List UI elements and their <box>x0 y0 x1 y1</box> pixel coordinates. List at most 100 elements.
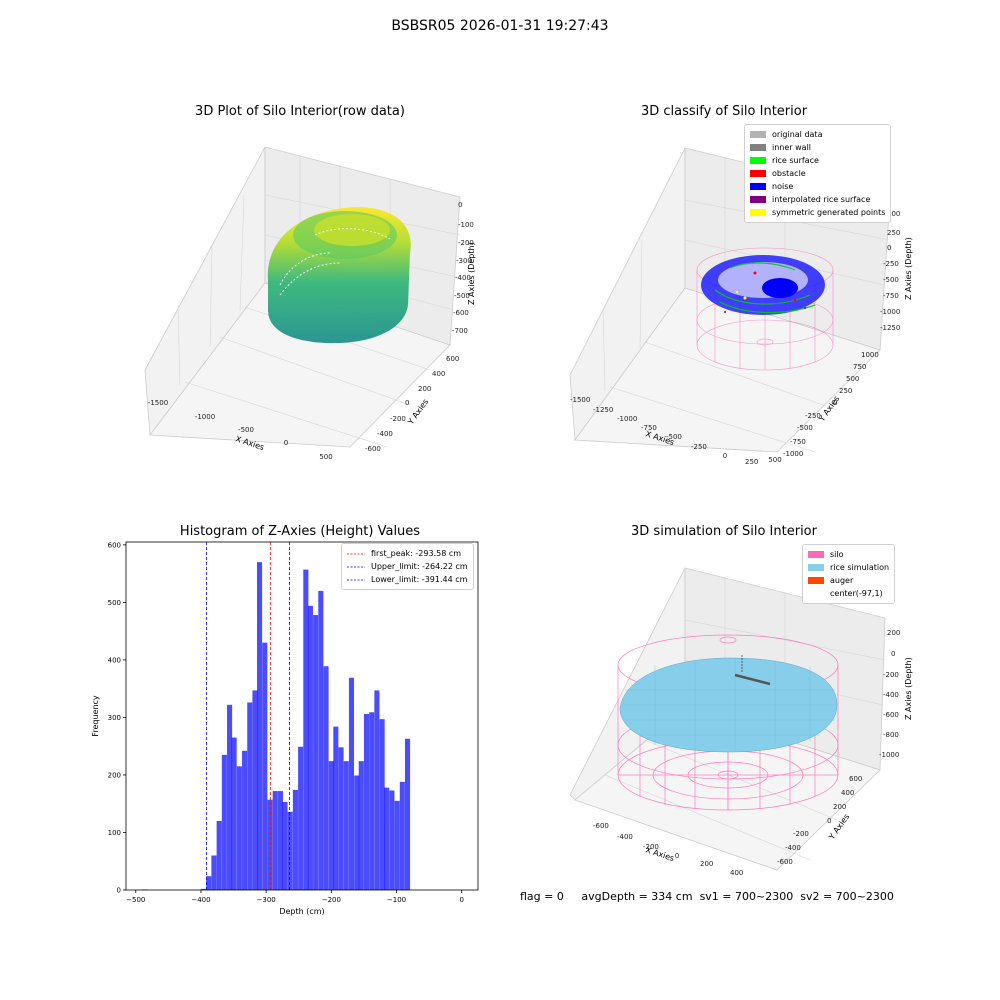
simulation-xtick: -400 <box>617 833 633 841</box>
classify-ztick: -500 <box>883 276 899 284</box>
avg-depth-text: avgDepth = 334 cm <box>581 890 693 903</box>
classify-ztick: 500 <box>887 210 900 218</box>
classify-ytick: 0 <box>833 399 837 407</box>
histogram-bar <box>379 719 385 890</box>
classify-xtick: -750 <box>641 424 657 432</box>
legend-label: Upper_limit: -264.22 cm <box>371 562 468 571</box>
legend-label: original data <box>772 130 823 139</box>
figure-title: BSBSR05 2026-01-31 19:27:43 <box>391 18 609 34</box>
legend-label: silo <box>830 550 844 559</box>
classify-ytick: 500 <box>846 375 859 383</box>
histogram-bar <box>389 790 395 890</box>
classify-ytick: 1000 <box>861 351 879 359</box>
legend-label: interpolated rice surface <box>772 195 871 204</box>
classify-ytick: -750 <box>790 438 806 446</box>
legend-swatch <box>750 131 766 138</box>
simulation-ztick: -1000 <box>879 751 899 759</box>
histogram-bar <box>211 855 217 890</box>
raw-ztick: 0 <box>458 201 462 209</box>
histogram-bar <box>399 781 405 890</box>
classify-ytick: -250 <box>805 412 821 420</box>
simulation-xlabel: X Axies <box>644 845 675 863</box>
legend-item: interpolated rice surface <box>750 193 885 206</box>
simulation-ytick: 0 <box>827 817 831 825</box>
histogram-bar <box>206 876 212 890</box>
classify-xtick: -1000 <box>617 415 637 423</box>
histogram-bar <box>307 605 313 890</box>
raw-xtick: -1500 <box>148 399 168 407</box>
histogram-ytick: 200 <box>108 771 121 779</box>
histogram-bar <box>348 677 355 890</box>
histogram-bar <box>231 737 237 890</box>
classify-plot-title: 3D classify of Silo Interior <box>640 104 808 119</box>
histogram-bar <box>363 713 370 890</box>
histogram-ytick: 300 <box>108 714 121 722</box>
histogram-bar <box>262 642 268 890</box>
raw-xtick: -1000 <box>195 413 215 421</box>
simulation-xtick: 400 <box>730 869 743 877</box>
raw-ytick: 400 <box>432 370 445 378</box>
histogram-bar <box>200 888 207 890</box>
flag-text: flag = 0 <box>520 890 564 903</box>
histogram-bar <box>221 754 227 890</box>
sv2-text: sv2 = 700~2300 <box>800 890 894 903</box>
legend-label: symmetric generated points <box>772 208 886 217</box>
classify-ztick: 0 <box>887 244 891 252</box>
histogram-xtick: −400 <box>191 896 210 904</box>
histogram-bar <box>277 791 283 890</box>
simulation-ztick: -600 <box>883 711 899 719</box>
classify-ztick: -1250 <box>880 324 900 332</box>
histogram-bar <box>374 690 380 890</box>
histogram-title: Histogram of Z-Axies (Height) Values <box>179 524 421 539</box>
legend-swatch <box>750 183 766 190</box>
classify-ztick: 250 <box>887 229 900 237</box>
legend-item: rice surface <box>750 154 885 167</box>
legend-item: Lower_limit: -391.44 cm <box>347 573 468 586</box>
raw-plot-title: 3D Plot of Silo Interior(row data) <box>195 104 405 119</box>
legend-item: obstacle <box>750 167 885 180</box>
legend-swatch <box>750 157 766 164</box>
raw-ztick: -300 <box>456 257 472 265</box>
histogram-bar <box>303 569 309 890</box>
legend-item: noise <box>750 180 885 193</box>
histogram-bar <box>318 590 324 890</box>
histogram-ytick: 600 <box>108 541 121 549</box>
classify-legend: original data inner wall rice surface ob… <box>744 124 892 223</box>
histogram-xtick: −500 <box>126 896 145 904</box>
legend-item: inner wall <box>750 141 885 154</box>
histogram-bar <box>369 712 375 890</box>
histogram-bar <box>282 801 288 890</box>
legend-item: center(-97,1) <box>808 587 889 600</box>
raw-ztick: -200 <box>458 239 474 247</box>
classify-ztick: -750 <box>883 292 899 300</box>
histogram-ytick: 100 <box>108 829 121 837</box>
simulation-ztick: 0 <box>891 650 895 658</box>
histogram-ytick: 500 <box>108 599 121 607</box>
histogram-bar <box>242 750 248 890</box>
simulation-ztick: 200 <box>887 629 900 637</box>
simulation-ytick: -600 <box>777 858 793 866</box>
classify-ytick: -500 <box>797 424 813 432</box>
histogram-chart: −500 −400 −300 −200 −100 0 0 100 200 300 400 500 60… <box>91 541 479 916</box>
histogram-xtick: −100 <box>387 896 406 904</box>
histogram-bar <box>287 811 293 890</box>
classify-xtick: 250 <box>745 458 758 465</box>
raw-ztick: -500 <box>454 292 470 300</box>
classify-ztick: -250 <box>883 260 899 268</box>
legend-label: auger <box>830 576 854 585</box>
legend-swatch <box>750 170 766 177</box>
raw-ztick: -100 <box>458 221 474 229</box>
classify-zlabel: Z Axies (Depth) <box>904 237 913 300</box>
histogram-bar <box>328 761 334 890</box>
simulation-3d-plot: -600 -400 -200 0 200 400 -600 -400 -200 … <box>569 567 913 877</box>
histogram-bar <box>404 738 411 890</box>
histogram-bar <box>358 761 364 890</box>
legend-swatch <box>750 144 766 151</box>
histogram-bar <box>394 800 400 890</box>
simulation-ytick: 200 <box>833 803 846 811</box>
histogram-xtick: −200 <box>322 896 341 904</box>
histogram-xtick: 0 <box>459 896 463 904</box>
simulation-ytick: 600 <box>849 775 862 783</box>
histogram-bar <box>323 666 329 890</box>
classify-ytick: 250 <box>839 387 852 395</box>
